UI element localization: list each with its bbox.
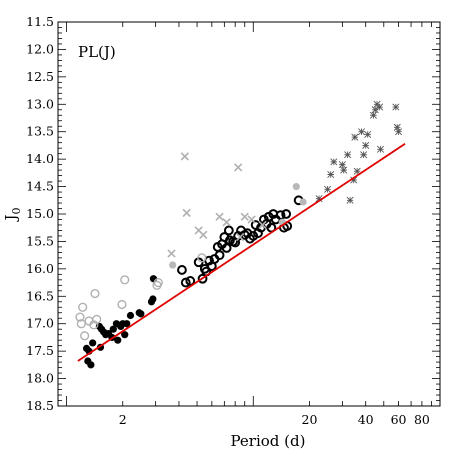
data-point <box>215 212 224 221</box>
data-point <box>121 331 129 339</box>
x-axis-label: Period (d) <box>231 432 306 450</box>
x-tick-label: 40 <box>358 412 374 427</box>
y-tick-label: 15.5 <box>26 233 54 248</box>
y-tick-label: 13.5 <box>26 124 54 139</box>
y-axis-label-main: J <box>2 214 20 222</box>
y-tick-label: 12.0 <box>26 41 54 56</box>
y-tick-label: 17.5 <box>26 343 54 358</box>
data-point <box>89 339 97 347</box>
fit-line-group <box>77 143 406 362</box>
data-point <box>92 314 102 324</box>
y-tick-label: 15.0 <box>26 206 54 221</box>
data-point <box>137 310 145 318</box>
data-point <box>126 311 135 320</box>
y-tick-label: 18.0 <box>26 371 54 386</box>
data-point <box>338 161 346 169</box>
x-tick-label: 60 <box>391 412 407 427</box>
data-point <box>214 250 225 261</box>
data-point <box>392 103 400 111</box>
data-point <box>340 166 348 174</box>
data-point <box>353 167 361 175</box>
y-tick-label: 16.5 <box>26 288 54 303</box>
axis-ticks <box>58 21 441 407</box>
data-point <box>197 253 207 263</box>
data-point <box>221 243 232 253</box>
y-tick-labels: 11.5 12.0 12.5 13.0 13.5 14.0 14.5 15.0 15.5 16.0… <box>26 14 54 413</box>
data-point <box>344 151 352 159</box>
data-point <box>167 249 176 258</box>
data-point <box>330 158 338 166</box>
data-point <box>327 170 335 179</box>
data-point <box>247 215 256 224</box>
y-axis-label-subscript: 0 <box>10 207 23 214</box>
data-point <box>80 331 90 341</box>
data-point <box>87 361 95 369</box>
data-point <box>185 276 196 286</box>
data-point <box>177 265 187 275</box>
panel-label: PL(J) <box>78 43 116 61</box>
x-tick-labels: 2 20 40 60 80 <box>119 412 430 427</box>
y-tick-label: 12.5 <box>26 69 54 84</box>
y-tick-label: 13.0 <box>26 96 54 111</box>
data-point <box>358 128 366 136</box>
data-point <box>376 145 384 153</box>
data-point <box>346 196 354 204</box>
x-tick-label: 80 <box>414 412 430 427</box>
data-point <box>109 325 117 333</box>
data-point <box>240 212 249 221</box>
data-point <box>169 261 177 269</box>
data-point <box>182 208 191 218</box>
data-point <box>180 277 191 288</box>
data-point <box>199 230 208 240</box>
y-tick-label: 16.0 <box>26 261 54 276</box>
y-tick-label: 18.5 <box>26 398 54 413</box>
data-point <box>223 225 234 236</box>
data-point <box>315 195 323 203</box>
data-point <box>75 312 85 322</box>
data-point <box>114 336 122 344</box>
data-point <box>90 288 100 299</box>
data-point <box>395 128 403 136</box>
data-point <box>371 106 379 114</box>
x-tick-label: 2 <box>119 412 127 427</box>
data-point <box>393 123 401 131</box>
x-tick-label: 20 <box>302 412 318 427</box>
data-point <box>89 320 99 330</box>
svg-text:J0: J0 <box>2 207 23 222</box>
data-point <box>281 209 292 219</box>
y-tick-label: 11.5 <box>26 14 54 29</box>
data-point <box>324 185 332 193</box>
data-point <box>360 151 368 159</box>
data-point <box>123 320 131 328</box>
data-point <box>376 103 384 111</box>
data-point <box>197 273 208 284</box>
data-point <box>120 275 130 285</box>
y-tick-label: 14.5 <box>26 179 54 194</box>
data-point <box>222 218 231 227</box>
data-point <box>76 319 86 329</box>
data-point <box>350 176 358 184</box>
data-point <box>299 198 307 206</box>
data-point <box>292 182 300 191</box>
data-point <box>149 295 157 303</box>
data-point <box>233 163 243 172</box>
data-point <box>275 210 286 220</box>
data-point <box>78 302 88 312</box>
data-point <box>362 141 370 149</box>
plot-frame <box>57 21 441 407</box>
data-point <box>180 152 189 161</box>
data-points <box>75 100 403 369</box>
data-point <box>364 130 372 138</box>
data-point <box>117 299 127 310</box>
data-point <box>235 232 245 242</box>
fit-line <box>77 143 406 362</box>
y-tick-label: 14.0 <box>26 151 54 166</box>
y-axis-label: J0 <box>2 207 23 222</box>
data-point <box>351 133 359 141</box>
data-point <box>369 111 377 119</box>
data-point <box>258 220 267 230</box>
y-tick-label: 17.0 <box>26 316 54 331</box>
data-point <box>153 277 163 288</box>
